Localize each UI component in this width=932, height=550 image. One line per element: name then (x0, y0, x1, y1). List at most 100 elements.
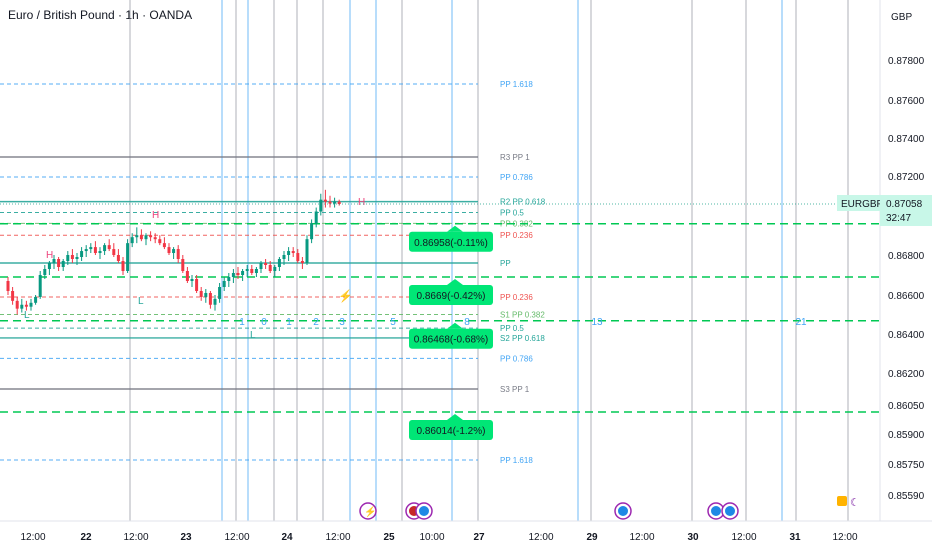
pivot-level-label: S1 PP 0.382 (500, 311, 545, 320)
candle-body (310, 223, 314, 240)
candle-body (236, 273, 240, 275)
target-label-pointer (447, 413, 463, 420)
candle-body (80, 251, 84, 257)
pivot-level-label: PP 0.236 (500, 293, 533, 302)
chart-title: Euro / British Pound · 1h · OANDA (8, 8, 193, 22)
cycle-number-label: 21 (795, 317, 807, 328)
eu-flag-icon[interactable] (721, 502, 739, 520)
target-label-box (409, 231, 493, 252)
candle-body (158, 239, 162, 244)
time-tick-label: 27 (473, 532, 485, 543)
countdown-label: 32:47 (886, 213, 911, 224)
candle-body (199, 291, 203, 297)
price-tick-label: 0.85590 (888, 491, 925, 502)
cycle-number-label: 0 (261, 317, 267, 328)
candle-body (167, 247, 171, 254)
swing-label: H (152, 210, 159, 221)
candle-body (337, 201, 341, 204)
time-tick-label: 12:00 (528, 532, 553, 543)
pivot-level-label: S3 PP 1 (500, 385, 530, 394)
cycle-number-label: 1 (286, 317, 292, 328)
eu-flag-icon-fill (711, 506, 721, 516)
pivot-level-label: PP 0.5 (500, 324, 524, 333)
candle-body (121, 261, 125, 271)
candle-body (328, 201, 332, 204)
swing-label: L (24, 310, 30, 321)
candle-body (222, 281, 226, 287)
candle-body (162, 243, 166, 248)
eu-flag-icon[interactable] (707, 502, 725, 520)
price-tick-label: 0.87400 (888, 134, 925, 145)
eu-flag-icon[interactable] (614, 502, 632, 520)
price-tick-label: 0.86200 (888, 369, 925, 380)
pivot-level-label: PP 0.786 (500, 173, 533, 182)
time-tick-label: 31 (789, 532, 801, 543)
candle-body (282, 255, 286, 259)
candle-body (61, 261, 65, 267)
lightning-event-icon[interactable] (359, 502, 377, 520)
eu-flag-icon[interactable] (415, 502, 433, 520)
time-tick-label: 12:00 (325, 532, 350, 543)
candle-body (185, 271, 189, 281)
pivot-level-label: PP 0.786 (500, 354, 533, 363)
price-tick-label: 0.87800 (888, 56, 925, 67)
pivot-level-label: PP 0.236 (500, 231, 533, 240)
cycle-number-label: 2 (313, 317, 319, 328)
candle-body (208, 293, 212, 305)
time-tick-label: 12:00 (20, 532, 45, 543)
pivot-level-label: S2 PP 0.618 (500, 334, 545, 343)
candle-body (245, 269, 249, 271)
currency-label: GBP (891, 12, 912, 23)
candle-body (34, 296, 38, 303)
lightning-event-glyph: ⚡ (364, 505, 376, 518)
candle-body (241, 271, 245, 275)
moon-icon: ☾ (850, 497, 860, 509)
candle-body (98, 251, 102, 254)
eu-flag-icon-fill (419, 506, 429, 516)
target-label: 0.86958(-0.11%) (414, 238, 488, 249)
candle-body (89, 247, 93, 250)
candle-body (84, 249, 88, 252)
candle-body (75, 257, 79, 259)
eu-flag-icon-fill (725, 506, 735, 516)
candle-body (300, 261, 304, 263)
candle-body (204, 293, 208, 297)
cycle-number-label: 13 (591, 317, 603, 328)
cycle-number-label: 8 (464, 317, 470, 328)
candle-body (20, 304, 24, 309)
candle-body (11, 291, 15, 301)
candle-body (47, 263, 51, 269)
cycle-number-label: 5 (390, 317, 396, 328)
pivot-level-label: PP 1.618 (500, 456, 533, 465)
candle-body (15, 300, 19, 309)
pivot-level-label: PP 0.5 (500, 209, 524, 218)
candle-body (231, 273, 235, 277)
candle-body (29, 302, 33, 307)
candle-body (107, 245, 111, 250)
time-tick-label: 12:00 (832, 532, 857, 543)
time-tick-label: 12:00 (123, 532, 148, 543)
candle-body (287, 251, 291, 255)
symbol-badge-label: EURGBP (841, 199, 884, 210)
swing-label: L (138, 296, 144, 307)
pivot-level-label: PP (500, 259, 511, 268)
candle-body (149, 235, 153, 238)
time-tick-label: 12:00 (731, 532, 756, 543)
candle-body (66, 255, 70, 261)
price-tick-label: 0.87600 (888, 96, 925, 107)
candle-body (130, 237, 134, 244)
candle-body (116, 255, 120, 261)
candle-body (43, 269, 47, 275)
candle-body (135, 235, 139, 238)
target-label: 0.86468(-0.68%) (414, 335, 489, 346)
lightning-icon: ⚡ (338, 289, 353, 303)
candle-body (227, 277, 231, 281)
last-price-label: 0.87058 (886, 199, 923, 210)
target-label-pointer (447, 279, 463, 285)
price-tick-label: 0.86800 (888, 251, 925, 262)
time-tick-label: 12:00 (224, 532, 249, 543)
swing-label: H (46, 250, 53, 261)
sun-icon[interactable] (837, 496, 847, 506)
candle-body (126, 243, 130, 271)
